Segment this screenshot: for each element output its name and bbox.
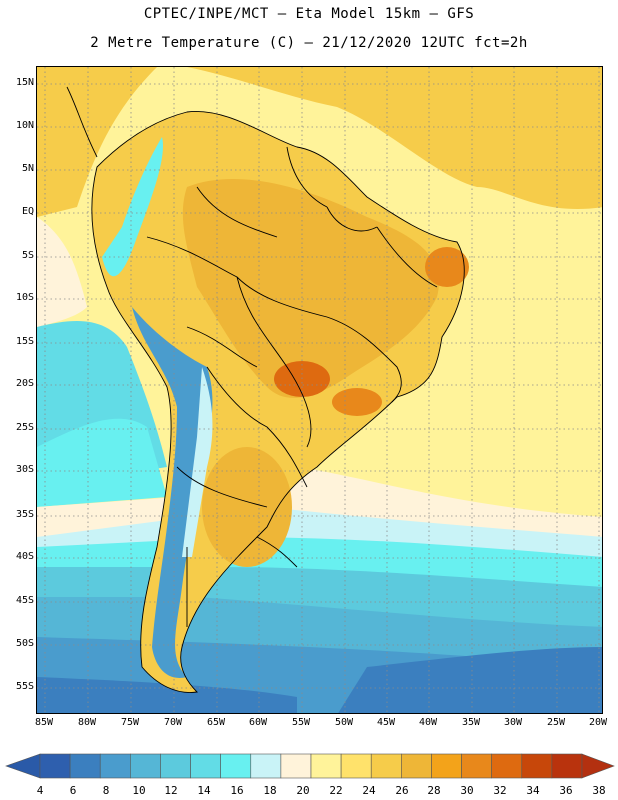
lon-label: 70W	[163, 717, 183, 728]
lon-label: 65W	[206, 717, 226, 728]
lat-label: 40S	[15, 551, 34, 562]
lon-label: 55W	[291, 717, 311, 728]
legend-swatch	[130, 753, 161, 779]
legend-swatch	[190, 753, 221, 779]
hot-spot-southeast	[332, 388, 382, 416]
color-legend	[5, 753, 615, 779]
lon-label: 25W	[546, 717, 566, 728]
legend-swatch	[250, 753, 282, 779]
legend-value: 26	[395, 784, 409, 797]
legend-swatch	[521, 753, 553, 779]
legend-value: 12	[164, 784, 178, 797]
field-south-pacific-8	[37, 677, 297, 713]
legend-under-arrow	[5, 753, 41, 779]
field-pacific-22	[37, 217, 87, 327]
legend-swatch	[310, 753, 342, 779]
legend-swatch	[551, 753, 583, 779]
legend-swatch	[39, 753, 71, 779]
andes-north	[102, 137, 163, 277]
map-canvas	[37, 67, 602, 713]
legend-value: 16	[230, 784, 244, 797]
lon-label: 35W	[461, 717, 481, 728]
lat-label: EQ	[21, 206, 34, 217]
lon-label: 20W	[588, 717, 608, 728]
legend-value: 6	[69, 784, 77, 797]
lat-label: 50S	[15, 638, 34, 649]
field-pacific-north-26	[37, 67, 157, 217]
lon-label: 80W	[77, 717, 97, 728]
lat-label: 10S	[15, 292, 34, 303]
legend-swatch	[280, 753, 312, 779]
legend-value: 30	[460, 784, 474, 797]
legend-swatch	[431, 753, 462, 779]
legend-value: 18	[263, 784, 277, 797]
legend-over-arrow	[581, 753, 615, 779]
legend-value: 28	[427, 784, 441, 797]
argentina-warm	[202, 447, 292, 567]
field-pacific-16	[37, 418, 167, 507]
andes-snow-edge	[182, 367, 213, 557]
lat-label: 55S	[15, 681, 34, 692]
legend-value: 24	[362, 784, 376, 797]
lat-label: 45S	[15, 595, 34, 606]
lat-label: 20S	[15, 378, 34, 389]
lat-label: 35S	[15, 509, 34, 520]
legend-swatch	[370, 753, 402, 779]
title-model: CPTEC/INPE/MCT – Eta Model 15km – GFS	[143, 6, 475, 22]
lat-label: 30S	[15, 464, 34, 475]
legend-value: 22	[329, 784, 343, 797]
legend-value: 8	[102, 784, 110, 797]
lon-label: 50W	[334, 717, 354, 728]
lat-label: 5S	[21, 250, 34, 261]
lon-label: 85W	[34, 717, 54, 728]
legend-value: 36	[559, 784, 573, 797]
hot-spot-northeast	[425, 247, 469, 287]
lat-label: 15N	[15, 77, 34, 88]
legend-swatch	[491, 753, 523, 779]
lon-label: 45W	[376, 717, 396, 728]
lat-label: 10N	[15, 120, 34, 131]
borders	[66, 86, 465, 693]
legend-value: 4	[36, 784, 44, 797]
legend-swatch	[340, 753, 372, 779]
title-variable-date: 2 Metre Temperature (C) – 21/12/2020 12U…	[90, 35, 528, 51]
legend-swatch	[461, 753, 492, 779]
lon-label: 75W	[120, 717, 140, 728]
legend-swatch	[220, 753, 252, 779]
lon-label: 40W	[418, 717, 438, 728]
legend-value: 32	[493, 784, 507, 797]
legend-value: 14	[197, 784, 211, 797]
legend-swatch	[401, 753, 432, 779]
graticule	[37, 67, 602, 713]
legend-value: 38	[592, 784, 606, 797]
legend-value: 20	[296, 784, 310, 797]
legend-swatch	[69, 753, 101, 779]
field-north-atlantic-26	[37, 67, 602, 209]
andes-south	[132, 307, 213, 678]
lat-label: 15S	[15, 336, 34, 347]
legend-value: 34	[526, 784, 540, 797]
temperature-map	[36, 66, 603, 714]
lon-label: 60W	[248, 717, 268, 728]
legend-swatch	[99, 753, 131, 779]
lon-label: 30W	[503, 717, 523, 728]
legend-swatch	[160, 753, 191, 779]
field-south-atlantic-8	[338, 647, 602, 713]
legend-value: 10	[132, 784, 146, 797]
lat-label: 25S	[15, 422, 34, 433]
lat-label: 5N	[21, 163, 34, 174]
